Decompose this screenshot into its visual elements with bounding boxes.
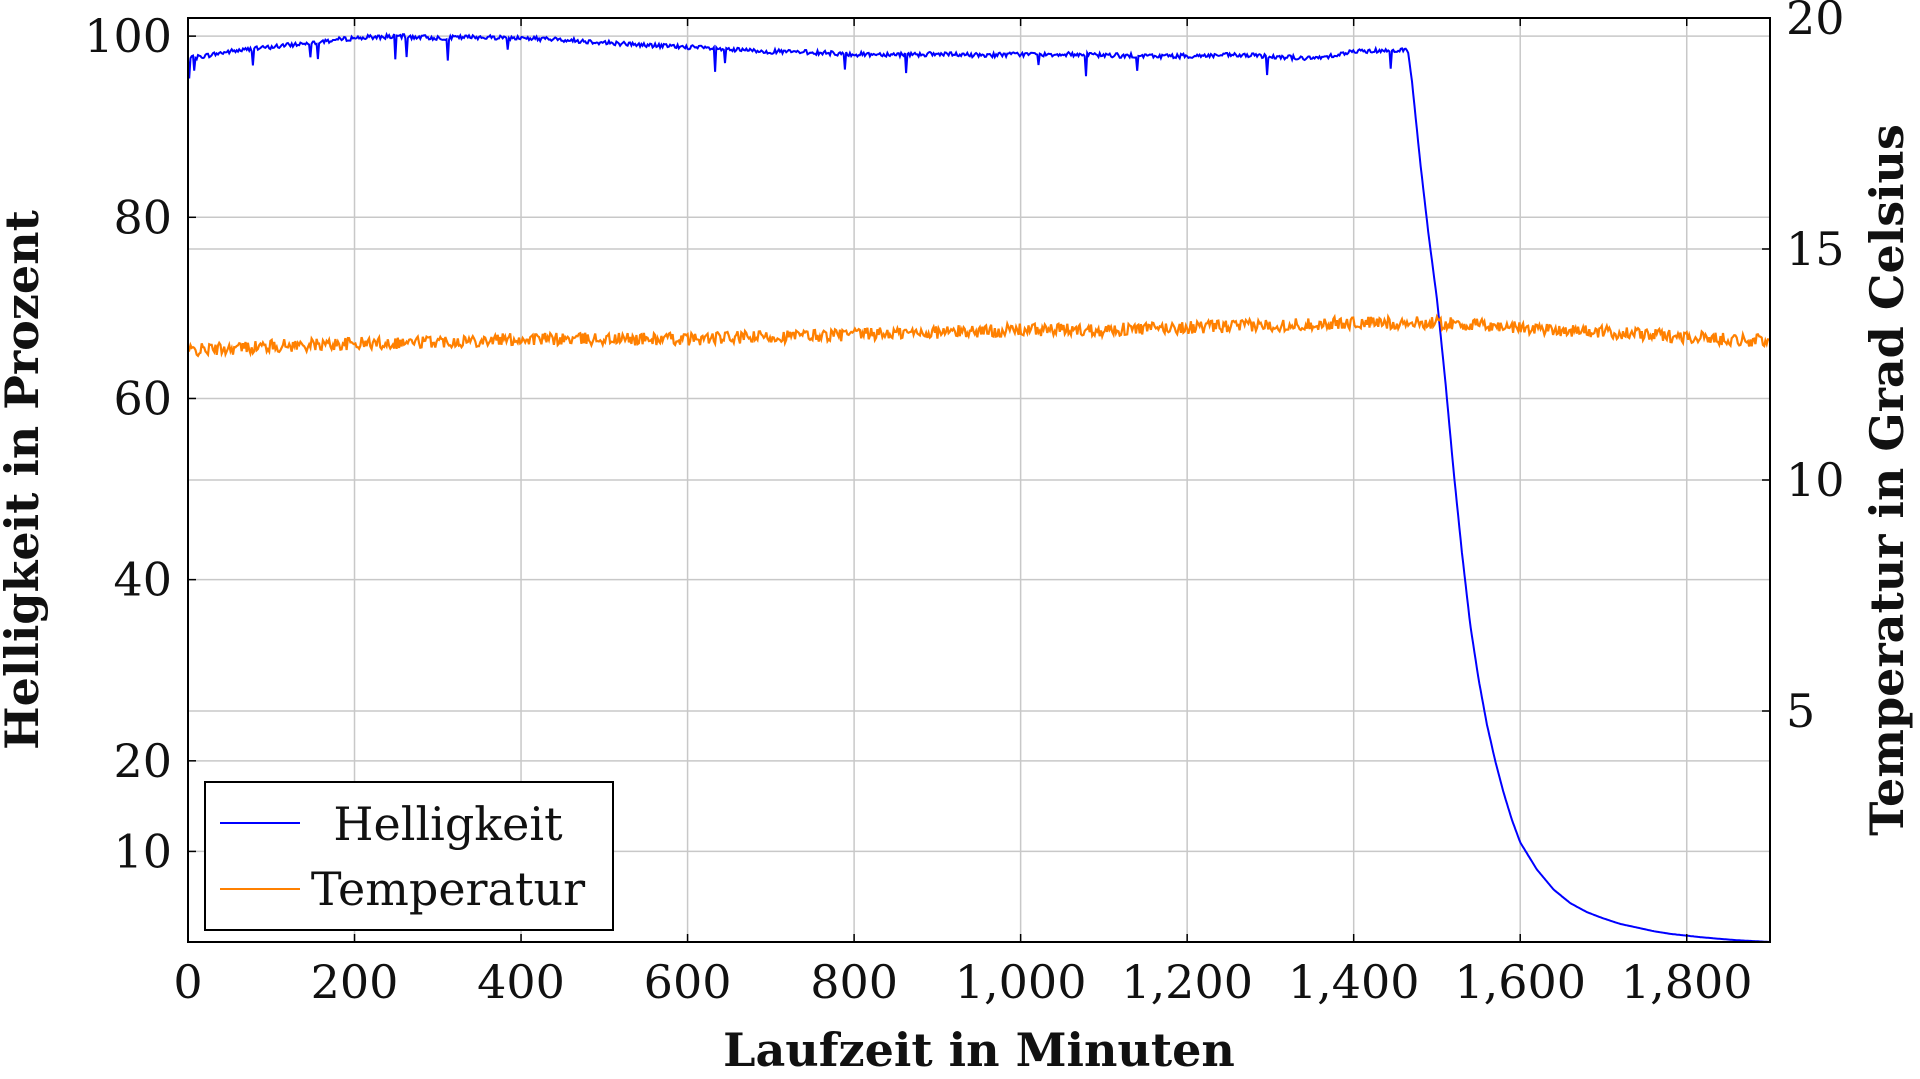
y-tick-label-left: 40 [113, 553, 172, 607]
x-tick-label: 0 [173, 955, 202, 1009]
y-tick-label-right: 15 [1786, 222, 1845, 276]
y-tick-label-right: 10 [1786, 453, 1845, 507]
legend-label-helligkeit: Helligkeit [333, 797, 563, 851]
x-tick-label: 200 [311, 955, 399, 1009]
x-tick-label: 1,600 [1454, 955, 1586, 1009]
legend: Helligkeit Temperatur [204, 781, 614, 931]
x-tick-label: 600 [644, 955, 732, 1009]
y-tick-label-right: 20 [1786, 0, 1845, 45]
x-tick-label: 1,000 [955, 955, 1087, 1009]
y-tick-label-left: 100 [84, 9, 172, 63]
y-axis-title-left: Helligkeit in Prozent [0, 209, 49, 749]
x-tick-label: 400 [477, 955, 565, 1009]
ticks: 0 200 400 600 800 1,000 1,200 1,400 1,600 1,800 10… [84, 0, 1844, 1009]
x-tick-label: 800 [810, 955, 898, 1009]
y-tick-label-left: 60 [113, 371, 172, 425]
series-layer [188, 31, 1770, 942]
x-tick-label: 1,200 [1121, 955, 1253, 1009]
y-tick-label-left: 20 [113, 734, 172, 788]
x-tick-label: 1,400 [1288, 955, 1420, 1009]
legend-label-temperatur: Temperatur [311, 862, 585, 916]
legend-box [204, 781, 614, 931]
y-axis-title-right: Temperatur in Grad Celsius [1860, 124, 1914, 836]
y-tick-label-left: 10 [113, 824, 172, 878]
x-tick-label: 1,800 [1621, 955, 1753, 1009]
series-line-temperatur [188, 313, 1770, 359]
x-axis-title: Laufzeit in Minuten [723, 1023, 1235, 1077]
series-line-helligkeit [188, 31, 1770, 942]
y-tick-label-left: 80 [113, 190, 172, 244]
y-tick-label-right: 5 [1786, 684, 1815, 738]
